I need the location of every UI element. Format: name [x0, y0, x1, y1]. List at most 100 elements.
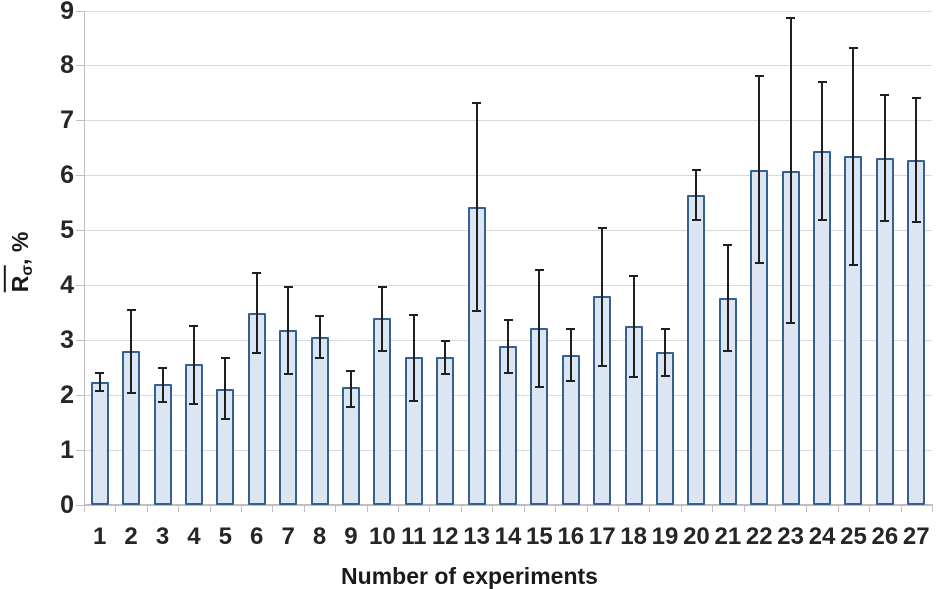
x-tick-mark-9: [366, 505, 368, 512]
gridline-y-8: [84, 65, 932, 67]
error-bar-cap-bottom-20: [691, 219, 701, 222]
error-bar-cap-bottom-15: [534, 385, 544, 388]
error-bar-cap-top-2: [126, 308, 136, 311]
y-tick-mark-1: [76, 449, 85, 451]
error-bar-line-23: [789, 18, 792, 324]
y-axis-title-suffix: , %: [6, 231, 33, 265]
error-bar-cap-top-12: [440, 339, 450, 342]
error-bar-line-1: [98, 373, 101, 391]
error-bar-line-7: [287, 286, 290, 374]
x-tick-label-7: 7: [281, 523, 295, 550]
error-bar-line-25: [852, 48, 855, 266]
error-bar-cap-bottom-16: [566, 379, 576, 382]
x-tick-label-2: 2: [124, 523, 138, 550]
x-tick-label-8: 8: [312, 523, 327, 550]
bar-experiment-1: [90, 382, 109, 505]
error-bar-cap-top-10: [377, 286, 387, 289]
error-bar-cap-bottom-12: [440, 373, 450, 376]
x-tick-mark-26: [900, 505, 902, 512]
error-bar-cap-top-11: [409, 313, 419, 316]
x-tick-label-17: 17: [588, 523, 616, 550]
error-bar-cap-bottom-26: [880, 219, 890, 222]
y-tick-label-5: 5: [60, 216, 74, 245]
gridline-y-9: [84, 10, 932, 12]
x-tick-label-24: 24: [808, 523, 836, 550]
error-bar-line-16: [569, 328, 572, 381]
bar-experiment-8: [310, 337, 329, 505]
x-tick-label-26: 26: [871, 523, 899, 550]
x-tick-label-21: 21: [714, 523, 742, 550]
gridline-y-4: [84, 284, 932, 286]
x-tick-mark-5: [241, 505, 243, 512]
y-tick-mark-7: [76, 120, 85, 122]
error-bar-cap-bottom-21: [723, 349, 733, 352]
error-bar-cap-top-4: [189, 324, 199, 327]
x-tick-mark-19: [680, 505, 682, 512]
error-bar-line-12: [444, 340, 447, 375]
y-tick-mark-5: [76, 230, 85, 232]
error-bar-cap-bottom-5: [220, 418, 230, 421]
error-bar-cap-bottom-8: [315, 356, 325, 359]
x-tick-mark-11: [429, 505, 431, 512]
x-tick-mark-12: [460, 505, 462, 512]
error-bar-line-21: [726, 244, 729, 351]
x-tick-label-12: 12: [431, 523, 459, 550]
x-tick-label-4: 4: [187, 523, 201, 550]
error-bar-cap-top-8: [315, 314, 325, 317]
error-bar-line-2: [130, 309, 133, 394]
x-tick-label-9: 9: [344, 523, 358, 550]
error-bar-cap-bottom-7: [283, 372, 293, 375]
error-bar-cap-top-9: [346, 369, 356, 372]
x-tick-label-10: 10: [369, 523, 396, 550]
error-bar-cap-top-17: [597, 226, 607, 229]
y-tick-label-4: 4: [60, 270, 74, 299]
x-tick-mark-25: [869, 505, 871, 512]
x-tick-mark-8: [335, 505, 337, 512]
error-bar-cap-bottom-14: [503, 372, 513, 375]
error-bar-line-27: [915, 97, 918, 222]
error-bar-cap-top-26: [880, 93, 890, 96]
error-bar-line-18: [632, 276, 635, 378]
error-bar-cap-bottom-13: [472, 309, 482, 312]
x-tick-label-13: 13: [463, 523, 490, 550]
y-tick-mark-8: [76, 65, 85, 67]
x-tick-label-1: 1: [93, 523, 107, 550]
x-tick-label-27: 27: [902, 523, 930, 550]
x-tick-mark-24: [837, 505, 839, 512]
x-tick-label-22: 22: [745, 523, 773, 550]
error-bar-cap-bottom-23: [786, 322, 796, 325]
x-tick-mark-0: [84, 505, 85, 512]
y-tick-label-0: 0: [60, 490, 74, 519]
error-bar-cap-top-24: [817, 80, 827, 83]
bar-experiment-20: [687, 195, 706, 505]
x-tick-mark-10: [398, 505, 400, 512]
x-tick-mark-22: [774, 505, 776, 512]
error-bar-cap-top-15: [534, 268, 544, 271]
error-bar-line-13: [475, 103, 478, 311]
y-tick-mark-9: [76, 10, 85, 12]
error-bar-cap-bottom-19: [660, 375, 670, 377]
x-tick-label-11: 11: [401, 523, 427, 550]
error-bar-cap-top-27: [911, 96, 921, 99]
x-tick-label-19: 19: [651, 523, 679, 550]
x-tick-mark-14: [523, 505, 525, 512]
error-bar-line-19: [664, 328, 667, 376]
error-bar-cap-top-14: [503, 319, 513, 322]
x-axis-title: Number of experiments: [341, 563, 598, 589]
error-bar-line-4: [192, 325, 195, 404]
error-bar-cap-bottom-2: [126, 392, 136, 395]
y-tick-label-1: 1: [60, 435, 74, 464]
y-tick-label-2: 2: [60, 380, 74, 409]
error-bar-cap-top-20: [691, 169, 701, 172]
y-tick-mark-4: [76, 284, 85, 286]
error-bar-cap-bottom-17: [597, 365, 607, 368]
x-tick-mark-13: [492, 505, 494, 512]
bar-experiment-12: [436, 356, 455, 505]
x-tick-mark-23: [806, 505, 808, 512]
error-bar-cap-bottom-25: [848, 264, 858, 267]
error-bar-cap-top-6: [252, 272, 262, 275]
error-bar-cap-bottom-6: [252, 351, 262, 354]
error-bar-line-20: [695, 170, 698, 221]
error-bar-cap-top-3: [158, 366, 168, 369]
x-tick-label-16: 16: [557, 523, 585, 550]
